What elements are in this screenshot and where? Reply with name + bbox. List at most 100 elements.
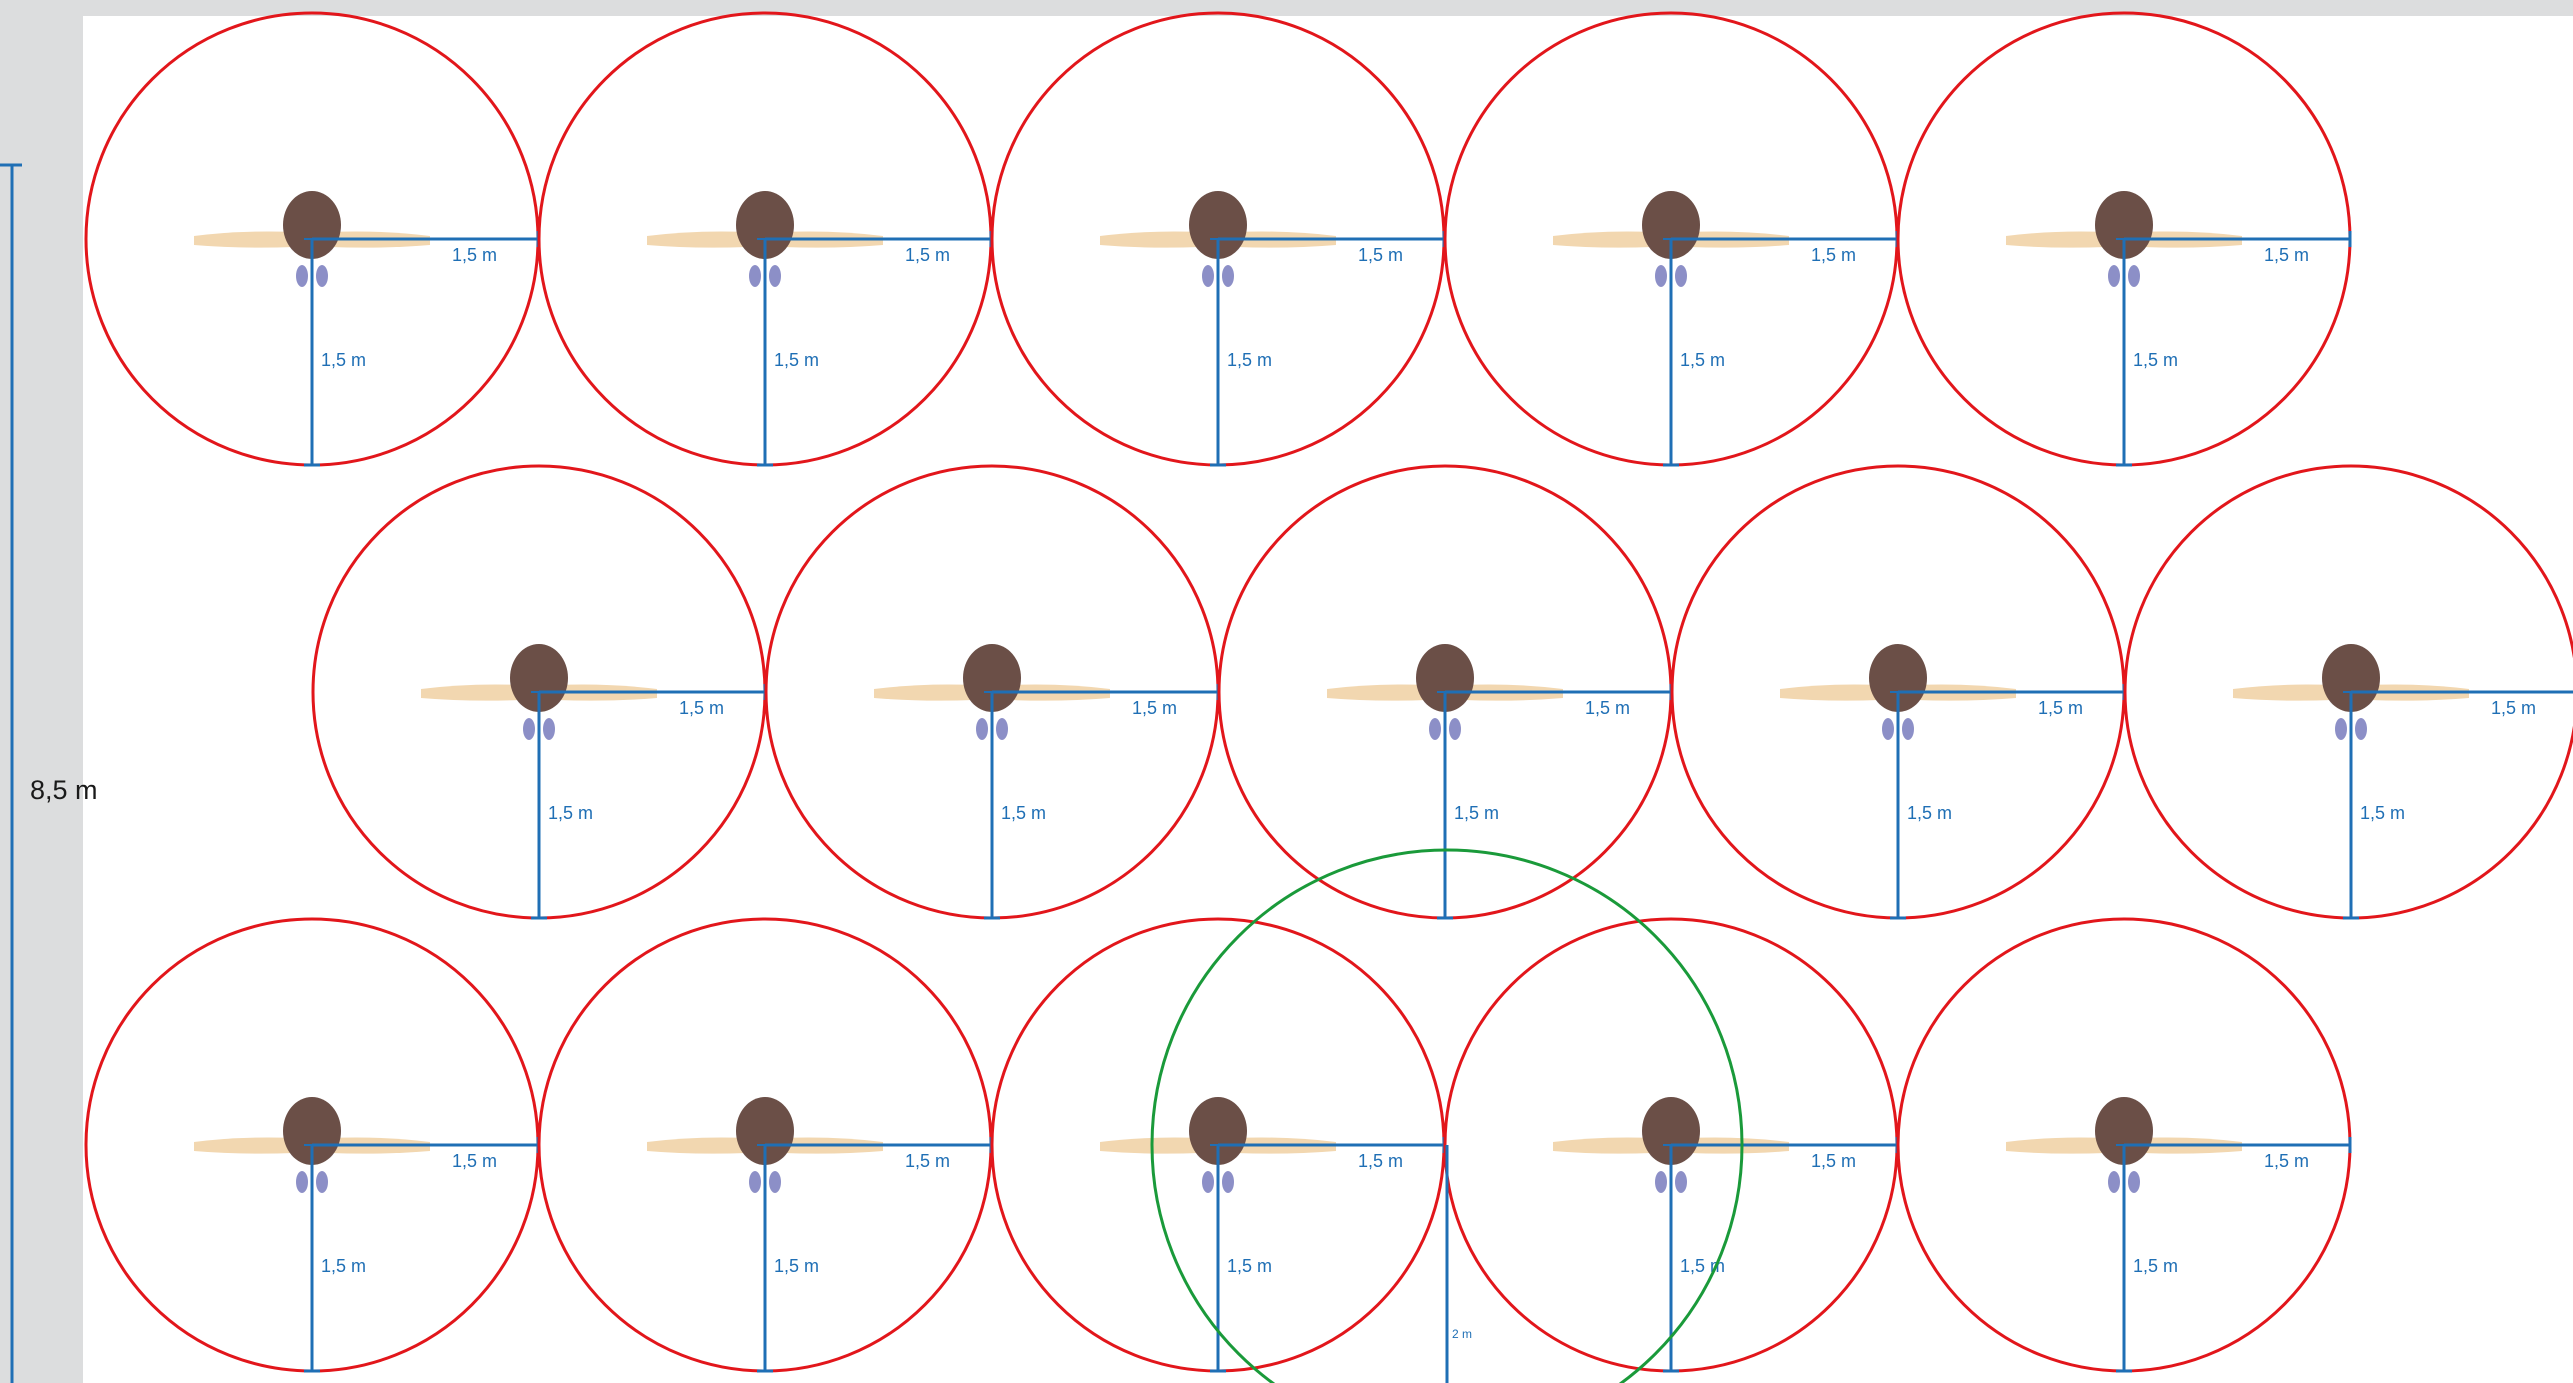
person-unit: 1,5 m 1,5 m (2123, 464, 2573, 920)
head-icon (2322, 644, 2380, 712)
overall-height-label: 8,5 m (30, 775, 98, 805)
right-shoe-icon (2128, 1171, 2140, 1193)
left-shoe-icon (2108, 265, 2120, 287)
head-icon (1869, 644, 1927, 712)
horizontal-radius-label: 1,5 m (905, 245, 950, 265)
head-icon (283, 1097, 341, 1165)
left-arm-icon (874, 684, 974, 701)
left-shoe-icon (1655, 1171, 1667, 1193)
person-unit: 1,5 m 1,5 m (311, 464, 767, 920)
left-arm-icon (1100, 231, 1200, 248)
left-shoe-icon (749, 1171, 761, 1193)
vertical-radius-label: 1,5 m (2360, 803, 2405, 823)
left-shoe-icon (1202, 265, 1214, 287)
left-arm-icon (647, 1137, 747, 1154)
head-icon (1642, 191, 1700, 259)
person-unit: 1,5 m 1,5 m (537, 917, 993, 1373)
right-shoe-icon (316, 1171, 328, 1193)
right-shoe-icon (769, 1171, 781, 1193)
horizontal-radius-label: 1,5 m (452, 245, 497, 265)
vertical-radius-label: 1,5 m (548, 803, 593, 823)
green-distance-circle-group: 2 m (1150, 848, 1744, 1383)
vertical-radius-label: 1,5 m (2133, 350, 2178, 370)
left-shoe-icon (2335, 718, 2347, 740)
person-figure (194, 191, 430, 287)
left-arm-icon (2006, 231, 2106, 248)
vertical-radius-label: 1,5 m (1680, 350, 1725, 370)
vertical-radius-label: 1,5 m (1907, 803, 1952, 823)
head-icon (510, 644, 568, 712)
person-unit: 1,5 m 1,5 m (764, 464, 1220, 920)
right-shoe-icon (769, 265, 781, 287)
person-unit: 1,5 m 1,5 m (1443, 11, 1899, 467)
horizontal-radius-label: 1,5 m (1358, 245, 1403, 265)
vertical-radius-label: 1,5 m (1227, 1256, 1272, 1276)
person-unit: 1,5 m 1,5 m (990, 11, 1446, 467)
green-radius-label: 2 m (1452, 1327, 1472, 1341)
left-arm-icon (1327, 684, 1427, 701)
right-shoe-icon (543, 718, 555, 740)
right-shoe-icon (2355, 718, 2367, 740)
person-unit: 1,5 m 1,5 m (1217, 464, 1673, 920)
person-figure (647, 1097, 883, 1193)
left-shoe-icon (1882, 718, 1894, 740)
vertical-radius-label: 1,5 m (1454, 803, 1499, 823)
head-icon (963, 644, 1021, 712)
vertical-radius-label: 1,5 m (774, 350, 819, 370)
left-arm-icon (647, 231, 747, 248)
left-arm-icon (2233, 684, 2333, 701)
head-icon (736, 1097, 794, 1165)
right-shoe-icon (316, 265, 328, 287)
left-margin-strip (0, 0, 83, 1383)
left-shoe-icon (1655, 265, 1667, 287)
horizontal-radius-label: 1,5 m (2491, 698, 2536, 718)
head-icon (1642, 1097, 1700, 1165)
horizontal-radius-label: 1,5 m (1585, 698, 1630, 718)
left-arm-icon (1780, 684, 1880, 701)
left-shoe-icon (749, 265, 761, 287)
person-unit: 1,5 m 1,5 m (537, 11, 993, 467)
left-shoe-icon (976, 718, 988, 740)
horizontal-radius-label: 1,5 m (679, 698, 724, 718)
head-icon (1189, 191, 1247, 259)
left-shoe-icon (296, 265, 308, 287)
horizontal-radius-label: 1,5 m (905, 1151, 950, 1171)
person-unit: 1,5 m 1,5 m (1896, 917, 2352, 1373)
person-figure (1327, 644, 1563, 740)
head-icon (2095, 1097, 2153, 1165)
right-shoe-icon (2128, 265, 2140, 287)
green-distance-circle (1150, 848, 1744, 1383)
left-arm-icon (194, 231, 294, 248)
right-shoe-icon (1449, 718, 1461, 740)
right-shoe-icon (1675, 265, 1687, 287)
horizontal-radius-label: 1,5 m (2038, 698, 2083, 718)
left-shoe-icon (2108, 1171, 2120, 1193)
vertical-radius-label: 1,5 m (1001, 803, 1046, 823)
horizontal-radius-label: 1,5 m (2264, 1151, 2309, 1171)
vertical-radius-label: 1,5 m (2133, 1256, 2178, 1276)
person-unit: 1,5 m 1,5 m (1896, 11, 2352, 467)
left-arm-icon (421, 684, 521, 701)
vertical-radius-label: 1,5 m (321, 1256, 366, 1276)
head-icon (283, 191, 341, 259)
right-shoe-icon (1675, 1171, 1687, 1193)
left-arm-icon (1553, 231, 1653, 248)
vertical-radius-label: 1,5 m (321, 350, 366, 370)
person-grid: 1,5 m 1,5 m 1,5 m 1,5 m 1,5 m 1,5 m 1,5 m 1,5 m… (84, 11, 2573, 1373)
person-figure (647, 191, 883, 287)
horizontal-radius-label: 1,5 m (1811, 245, 1856, 265)
left-arm-icon (1100, 1137, 1200, 1154)
overall-height-dimension: 8,5 m (0, 163, 98, 1383)
left-shoe-icon (1202, 1171, 1214, 1193)
horizontal-radius-label: 1,5 m (1358, 1151, 1403, 1171)
head-icon (2095, 191, 2153, 259)
person-unit: 1,5 m 1,5 m (84, 11, 540, 467)
horizontal-radius-label: 1,5 m (2264, 245, 2309, 265)
head-icon (1416, 644, 1474, 712)
right-shoe-icon (1222, 265, 1234, 287)
left-shoe-icon (296, 1171, 308, 1193)
head-icon (736, 191, 794, 259)
left-arm-icon (194, 1137, 294, 1154)
vertical-radius-label: 1,5 m (1227, 350, 1272, 370)
